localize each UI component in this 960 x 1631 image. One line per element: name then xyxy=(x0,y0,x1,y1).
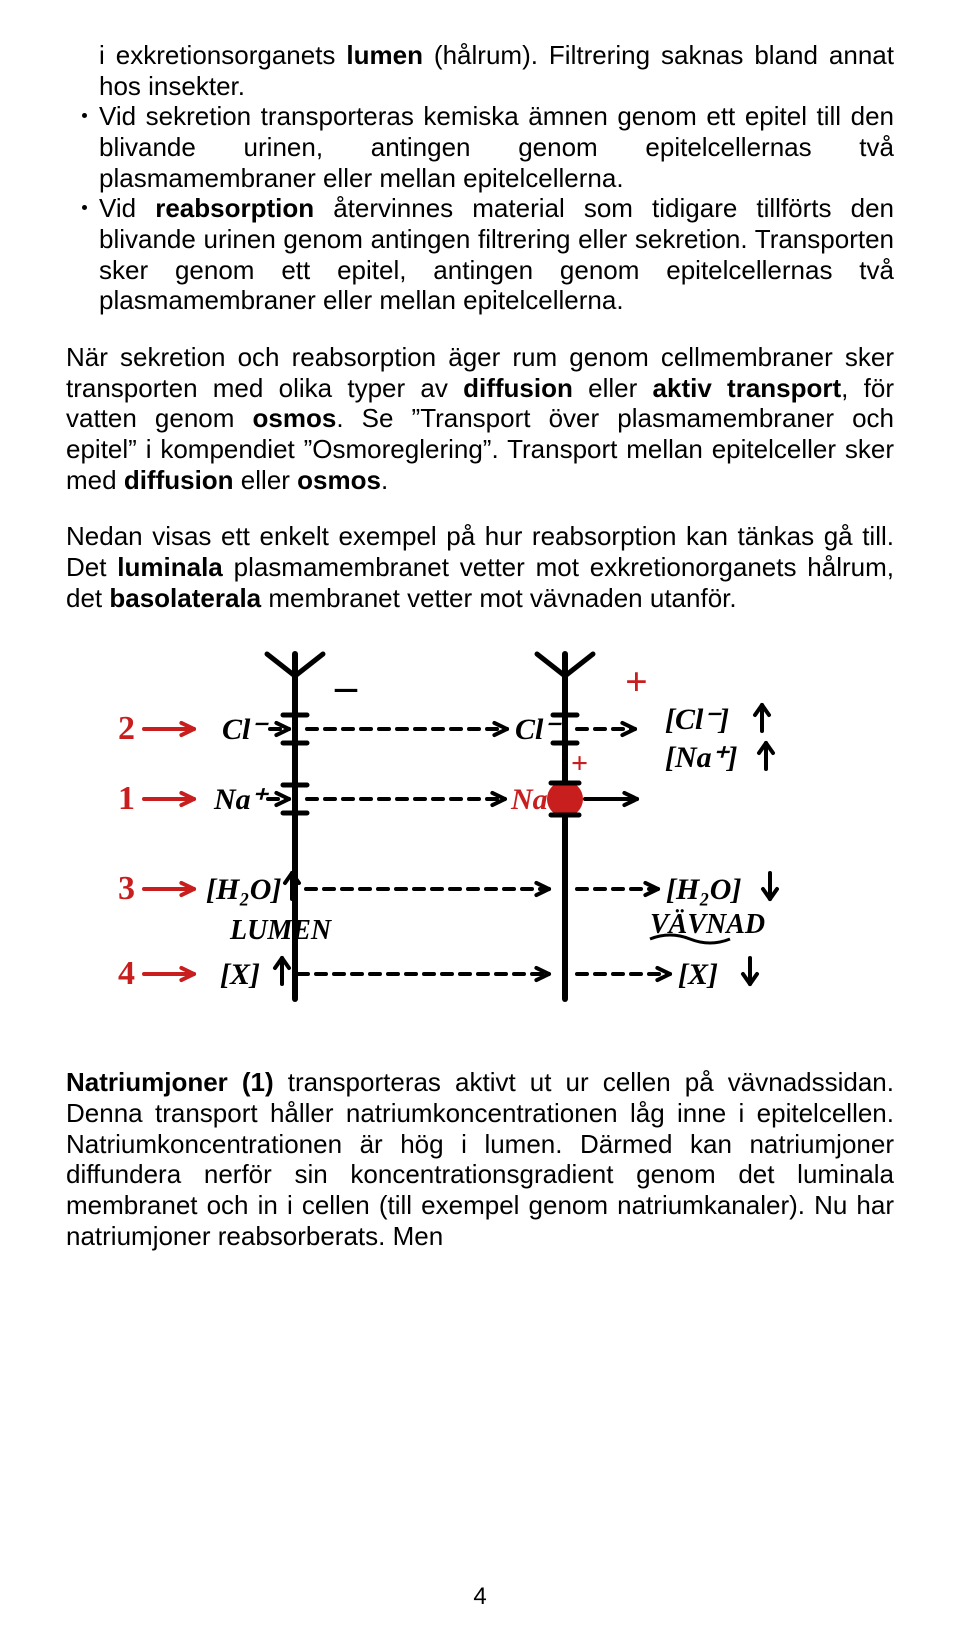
text: eller xyxy=(573,373,653,403)
term-lumen: lumen xyxy=(346,40,423,70)
page: i exkretionsorganets lumen (hålrum). Fil… xyxy=(0,0,960,1631)
term-diffusion: diffusion xyxy=(463,373,573,403)
bullet-text: Vid reabsorption återvinnes material som… xyxy=(99,193,894,316)
svg-text:–: – xyxy=(334,662,358,711)
svg-text:LUMEN: LUMEN xyxy=(229,915,333,946)
text: . xyxy=(381,465,388,495)
svg-text:[Na⁺]: [Na⁺] xyxy=(665,741,737,774)
paragraph: Nedan visas ett enkelt exempel på hur re… xyxy=(66,521,894,613)
term-basolaterala: basolaterala xyxy=(109,583,261,613)
bullet-text: Vid sekretion transporteras kemiska ämne… xyxy=(99,101,894,193)
term-osmos: osmos xyxy=(253,403,337,433)
term-diffusion: diffusion xyxy=(124,465,234,495)
bullet-dot-icon xyxy=(82,113,87,118)
term-luminala: luminala xyxy=(117,552,222,582)
reabsorption-diagram: 2134Cl⁻Cl⁻–+Na⁺Na⁺+[Cl⁻][Na⁺][H₂O][H₂O]L… xyxy=(110,639,850,1039)
text: Vid xyxy=(99,193,155,223)
paragraph: Natriumjoner (1) transporteras aktivt ut… xyxy=(66,1067,894,1251)
bullet-text: i exkretionsorganets lumen (hålrum). Fil… xyxy=(66,40,894,101)
svg-text:Cl⁻: Cl⁻ xyxy=(222,713,269,746)
bullet-list: i exkretionsorganets lumen (hålrum). Fil… xyxy=(66,40,894,316)
page-number: 4 xyxy=(0,1583,960,1611)
text: i exkretionsorganets xyxy=(99,40,346,70)
text: membranet vetter mot vävnaden utanför. xyxy=(261,583,736,613)
term-natriumjoner: Natriumjoner (1) xyxy=(66,1067,274,1097)
svg-text:[X]: [X] xyxy=(678,958,718,991)
bullet-dot-icon xyxy=(82,205,87,210)
text: Vid sekretion transporteras kemiska ämne… xyxy=(99,101,894,192)
svg-text:Na⁺: Na⁺ xyxy=(213,783,270,816)
svg-text:3: 3 xyxy=(118,870,135,907)
svg-text:+: + xyxy=(625,659,648,704)
svg-text:[X]: [X] xyxy=(220,958,260,991)
svg-text:[H₂O]: [H₂O] xyxy=(666,873,741,906)
paragraph: När sekretion och reabsorption äger rum … xyxy=(66,342,894,495)
svg-text:4: 4 xyxy=(118,955,135,992)
svg-text:[Cl⁻]: [Cl⁻] xyxy=(665,703,729,736)
term-active-transport: aktiv transport xyxy=(653,373,842,403)
list-item: Vid reabsorption återvinnes material som… xyxy=(66,193,894,316)
svg-text:+: + xyxy=(571,747,588,780)
term-osmos: osmos xyxy=(297,465,381,495)
svg-text:1: 1 xyxy=(118,780,135,817)
list-item: Vid sekretion transporteras kemiska ämne… xyxy=(66,101,894,193)
list-item: i exkretionsorganets lumen (hålrum). Fil… xyxy=(66,40,894,101)
svg-text:2: 2 xyxy=(118,710,135,747)
svg-text:Cl⁻: Cl⁻ xyxy=(515,713,562,746)
term-reabsorption: reabsorption xyxy=(155,193,314,223)
text: eller xyxy=(234,465,298,495)
svg-text:[H₂O]: [H₂O] xyxy=(206,873,281,906)
